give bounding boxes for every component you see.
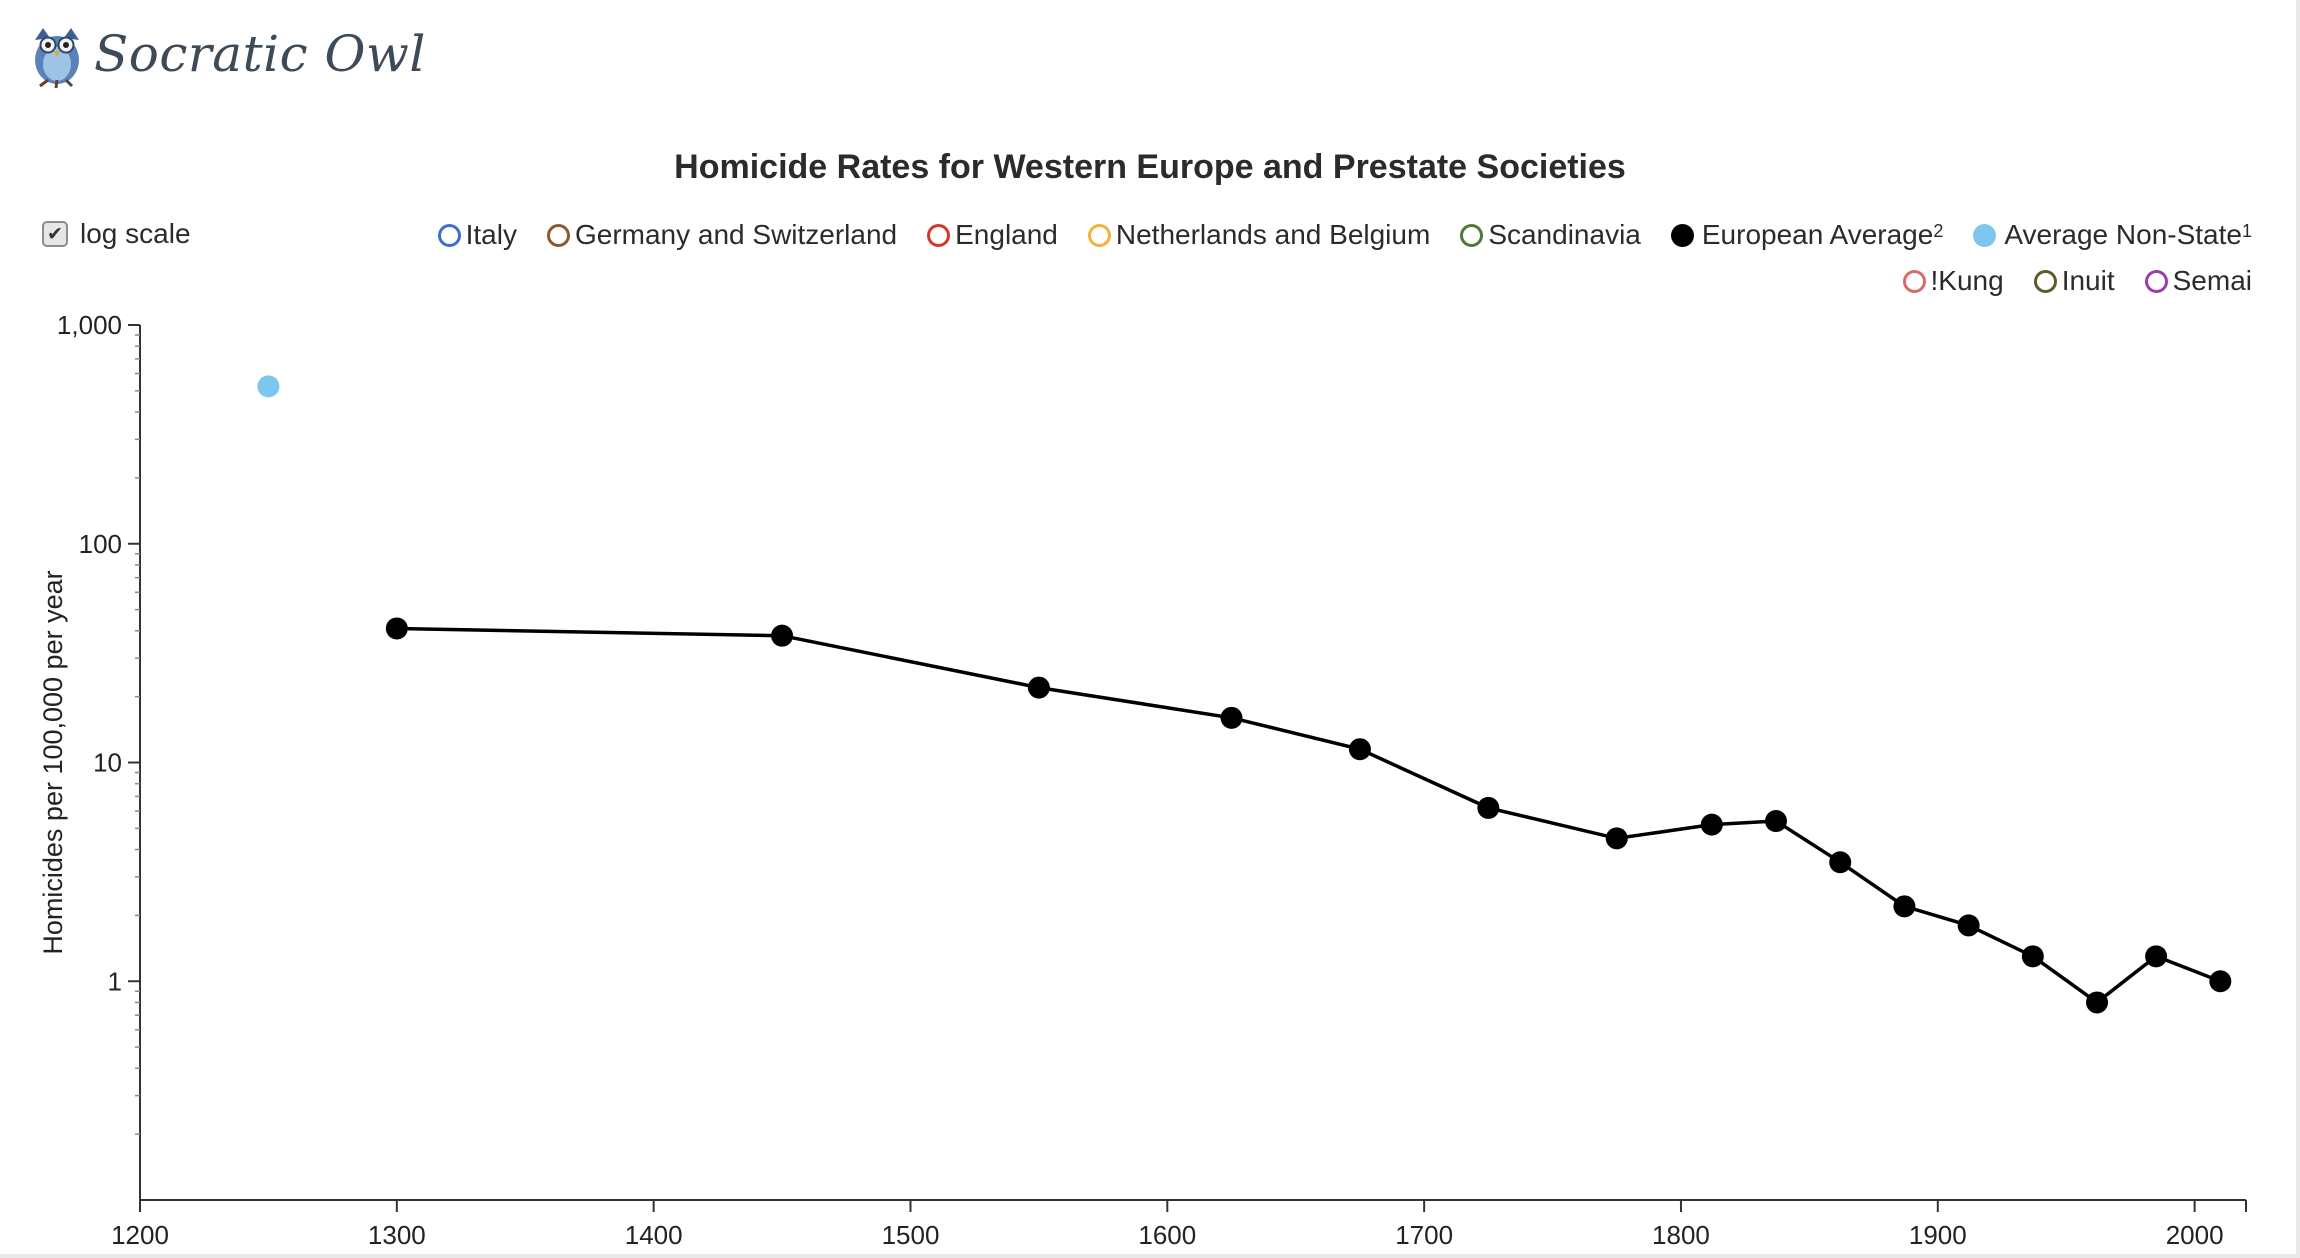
data-point [1348,738,1371,761]
legend-item[interactable]: Italy [437,219,517,251]
legend-row: !Kung Inuit Semai [352,262,2252,300]
legend-label: Germany and Switzerland [574,219,898,250]
legend-item[interactable]: Germany and Switzerland [546,219,898,251]
legend-label: European Average [1701,219,1934,250]
legend-item[interactable]: Netherlands and Belgium [1087,219,1431,251]
data-point [1477,796,1500,819]
legend-item[interactable]: !Kung [1902,265,2004,297]
legend-item[interactable]: Scandinavia [1460,219,1641,251]
legend-label: Average Non-State [2004,219,2242,250]
legend-marker [2033,269,2057,293]
chart-legend: Italy Germany and Switzerland England Nethe… [352,216,2252,308]
x-tick-label: 1400 [625,1220,683,1250]
x-tick-label: 1600 [1138,1220,1196,1250]
data-point [1957,914,1980,937]
legend-row: Italy Germany and Switzerland England Nethe… [352,216,2252,254]
data-point [771,624,794,647]
legend-marker [546,223,570,247]
x-tick-label: 1200 [111,1220,169,1250]
y-tick-label: 100 [79,529,122,559]
data-point [1605,827,1628,850]
legend-marker [927,223,951,247]
log-scale-toggle[interactable]: ✔ log scale [42,218,191,250]
legend-marker [2144,269,2168,293]
x-tick-label: 1900 [1909,1220,1967,1250]
data-point [385,617,408,640]
brand-logo[interactable]: Socratic Owl [26,18,426,90]
data-point [1893,895,1916,918]
x-tick-label: 1500 [882,1220,940,1250]
y-axis-label: Homicides per 100,000 per year [38,570,68,954]
legend-label: Scandinavia [1488,219,1641,250]
legend-footnote: 1 [2241,220,2252,241]
legend-label: Semai [2172,265,2252,296]
x-tick-label: 1800 [1652,1220,1710,1250]
legend-marker [437,223,461,247]
data-point [2209,970,2232,993]
data-point [1700,813,1723,836]
legend-item[interactable]: Semai [2144,265,2252,297]
legend-label: Italy [465,219,517,250]
owl-icon [35,28,79,89]
legend-item[interactable]: Inuit [2033,265,2115,297]
x-tick-label: 2000 [2166,1220,2224,1250]
series-line [396,626,2221,1005]
data-point [1765,810,1788,833]
legend-label: Inuit [2061,265,2115,296]
brand-name: Socratic Owl [94,25,426,83]
legend-label: England [955,219,1058,250]
legend-item[interactable]: European Average 2 [1670,219,1944,251]
legend-marker [1670,223,1694,247]
data-point [1027,676,1050,699]
data-point [1220,706,1243,729]
legend-marker [1460,223,1484,247]
chart-title: Homicide Rates for Western Europe and Pr… [674,148,1626,186]
data-point [2145,945,2168,968]
y-tick-label: 1,000 [57,310,122,340]
x-tick-label: 1700 [1395,1220,1453,1250]
data-point [257,375,280,398]
legend-marker [1902,269,1926,293]
data-point [2021,945,2044,968]
data-point [2086,991,2109,1014]
legend-marker [1973,223,1997,247]
log-scale-label: log scale [80,218,191,249]
data-point [1829,851,1852,874]
legend-footnote: 2 [1933,220,1944,241]
legend-item[interactable]: England [927,219,1058,251]
legend-item[interactable]: Average Non-State 1 [1973,219,2252,251]
y-tick-label: 10 [93,748,122,778]
legend-marker [1087,223,1111,247]
y-tick-label: 1 [108,966,122,996]
x-tick-label: 1300 [368,1220,426,1250]
legend-label: Netherlands and Belgium [1115,219,1431,250]
log-scale-checkbox[interactable]: ✔ [42,221,68,247]
legend-label: !Kung [1930,265,2004,296]
